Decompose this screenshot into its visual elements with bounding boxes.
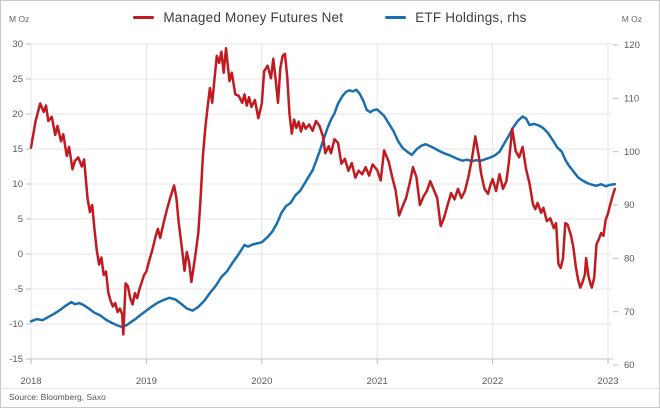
right-axis-tick-label: 100 <box>624 147 640 158</box>
etf-holdings-rhs-line <box>29 88 617 329</box>
x-axis-tick-label: 2021 <box>367 376 388 387</box>
left-axis-tick-label: -5 <box>15 284 23 295</box>
left-axis-tick-label: -15 <box>9 354 23 365</box>
left-axis-tick-label: -10 <box>9 319 23 330</box>
right-axis-tick-label: 80 <box>624 254 635 265</box>
left-axis-tick-label: 25 <box>12 74 23 85</box>
right-axis-tick-label: 110 <box>624 94 639 105</box>
right-axis-tick-label: 120 <box>624 40 640 51</box>
left-axis-tick-label: 10 <box>12 179 23 190</box>
right-axis-tick-label: 90 <box>624 200 635 211</box>
x-axis-tick-label: 2023 <box>597 376 618 387</box>
left-axis-tick-label: 5 <box>18 214 23 225</box>
left-axis-unit-label: M Oz <box>9 14 30 24</box>
source-divider <box>1 388 659 389</box>
managed-money-futures-net-line <box>29 46 617 336</box>
right-axis-tick-label: 60 <box>624 360 635 371</box>
right-axis-unit-label: M Oz <box>621 14 642 24</box>
x-axis-tick-label: 2022 <box>482 376 503 387</box>
source-text: Source: Bloomberg, Saxo <box>9 392 106 402</box>
left-axis-tick-label: 15 <box>12 144 23 155</box>
x-axis-tick-label: 2020 <box>251 376 272 387</box>
x-axis-tick-label: 2018 <box>20 376 41 387</box>
x-axis-tick-label: 2019 <box>136 376 157 387</box>
left-axis-tick-label: 30 <box>12 39 23 50</box>
left-axis-tick-label: 0 <box>18 249 23 260</box>
left-axis-tick-label: 20 <box>12 109 23 120</box>
right-axis-tick-label: 70 <box>624 307 635 318</box>
